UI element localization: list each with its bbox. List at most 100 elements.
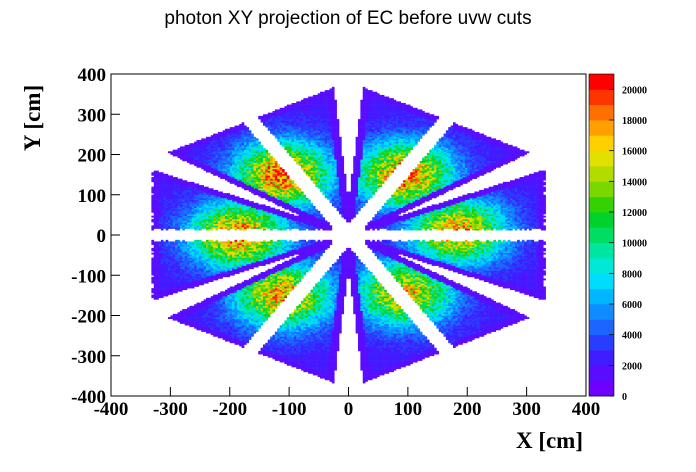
heatmap-cell (261, 116, 264, 118)
heatmap-cell (151, 277, 154, 279)
heatmap-cell (189, 241, 192, 243)
heatmap-cell (194, 304, 197, 306)
heatmap-cell (204, 187, 207, 189)
heatmap-cell (258, 204, 261, 206)
heatmap-cell (173, 150, 176, 152)
heatmap-cell (244, 240, 247, 242)
heatmap-cell (237, 196, 240, 198)
heatmap-cell (170, 241, 173, 243)
heatmap-cell (201, 185, 204, 187)
heatmap-cell (156, 241, 159, 243)
plot-frame (111, 74, 586, 396)
heatmap-cell (258, 116, 261, 118)
heatmap-cell (197, 240, 200, 242)
heatmap-cell (235, 196, 238, 198)
heatmap-cell (258, 351, 261, 353)
heatmap-cell (230, 127, 233, 129)
heatmap-cell (261, 241, 264, 243)
heatmap-cell (270, 113, 273, 115)
heatmap-cell (258, 142, 261, 144)
heatmap-cell (273, 335, 276, 337)
heatmap-cell (151, 172, 154, 174)
heatmap-cell (232, 127, 235, 129)
heatmap-cell (230, 241, 233, 243)
heatmap-cell (232, 241, 235, 243)
heatmap-cell (197, 140, 200, 142)
heatmap-cell (242, 282, 245, 284)
heatmap-cell (216, 190, 219, 192)
heatmap-cell (168, 317, 171, 319)
heatmap-cell (166, 174, 169, 176)
heatmap-cell (151, 248, 154, 250)
heatmap-cell (251, 277, 254, 279)
heatmap-cell (246, 127, 249, 129)
heatmap-cell (249, 130, 252, 132)
heatmap-cell (275, 332, 278, 334)
heatmap-cell (192, 241, 195, 243)
heatmap-cell (199, 185, 202, 187)
heatmap-cell (180, 241, 183, 243)
heatmap-cell (235, 240, 238, 242)
heatmap-cell (249, 241, 252, 243)
heatmap-cell (273, 111, 276, 113)
heatmap-cell (175, 314, 178, 316)
heatmap-cell (225, 193, 228, 195)
heatmap-cell (180, 146, 183, 148)
heatmap-cell (189, 143, 192, 145)
heatmap-cell (254, 203, 257, 205)
heatmap-cell (251, 241, 254, 243)
heatmap-cell (244, 126, 247, 128)
heatmap-cell (189, 182, 192, 184)
heatmap-cell (213, 241, 216, 243)
heatmap-cell (227, 193, 230, 195)
heatmap-cell (270, 269, 273, 271)
heatmap-cell (168, 175, 171, 177)
heatmap-cell (232, 287, 235, 289)
heatmap-cell (211, 188, 214, 190)
heatmap-cell (194, 183, 197, 185)
heatmap-cell (182, 240, 185, 242)
heatmap-cell (258, 274, 261, 276)
heatmap-cell (227, 129, 230, 131)
heatmap-cell (185, 145, 188, 147)
heatmap-cell (151, 195, 154, 197)
heatmap-cell (189, 306, 192, 308)
heatmap-cell (204, 299, 207, 301)
heatmap-cell (199, 303, 202, 305)
heatmap-cell (249, 278, 252, 280)
heatmap-cell (208, 298, 211, 300)
heatmap-cell (268, 206, 271, 208)
heatmap-cell (206, 240, 209, 242)
heatmap-cell (235, 126, 238, 128)
heatmap-cell (270, 156, 273, 158)
heatmap-cell (194, 240, 197, 242)
heatmap-cell (244, 200, 247, 202)
heatmap-cell (216, 134, 219, 136)
heatmap-cell (206, 137, 209, 139)
heatmap-cell (239, 283, 242, 285)
heatmap-cell (173, 241, 176, 243)
heatmap-cell (199, 240, 202, 242)
heatmap-cell (218, 293, 221, 295)
heatmap-cell (170, 316, 173, 318)
heatmap-cell (223, 241, 226, 243)
heatmap-cell (246, 200, 249, 202)
heatmap-cell (265, 270, 268, 272)
heatmap-cell (216, 240, 219, 242)
heatmap-cell (192, 306, 195, 308)
heatmap-cell (227, 288, 230, 290)
heatmap-cell (261, 204, 264, 206)
heatmap-cell (263, 114, 266, 116)
heatmap-cell (256, 203, 259, 205)
heatmap-cell (159, 172, 162, 174)
heatmap-cell (239, 240, 242, 242)
heatmap-cell (182, 146, 185, 148)
heatmap-cell (208, 240, 211, 242)
heatmap-cell (185, 180, 188, 182)
heatmap-cell (268, 269, 271, 271)
heatmap-cell (187, 241, 190, 243)
heatmap-cell (151, 288, 154, 290)
heatmap-cell (180, 311, 183, 313)
heatmap-cell (175, 150, 178, 152)
heatmap-cell (218, 132, 221, 134)
